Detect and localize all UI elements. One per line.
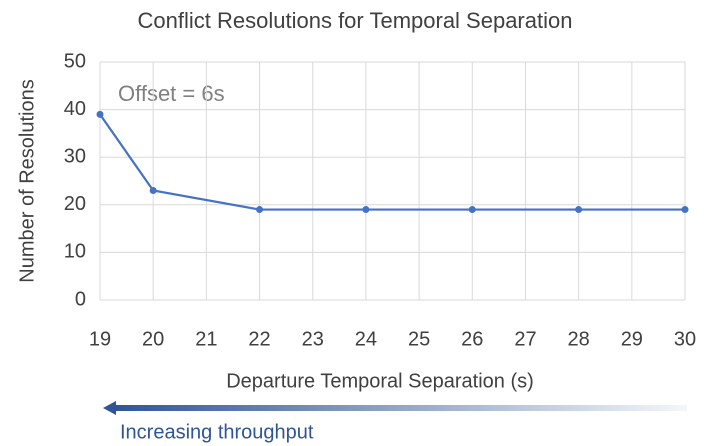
annotation: Offset = 6s — [118, 81, 225, 106]
x-tick-label: 26 — [461, 328, 483, 350]
y-tick-label: 0 — [75, 288, 86, 310]
x-tick-label: 24 — [355, 328, 377, 350]
arrow-head — [103, 401, 116, 415]
x-tick-label: 23 — [302, 328, 324, 350]
chart-title: Conflict Resolutions for Temporal Separa… — [138, 8, 573, 33]
y-tick-label: 20 — [64, 193, 86, 215]
arrow-label: Increasing throughput — [120, 421, 314, 443]
y-tick-label: 40 — [64, 98, 86, 120]
series-line — [99, 113, 685, 211]
x-tick-label: 30 — [674, 328, 696, 350]
data-point — [681, 206, 689, 214]
throughput-arrow — [112, 405, 687, 411]
x-tick-label: 22 — [248, 328, 270, 350]
x-tick-label: 20 — [142, 328, 164, 350]
data-point — [149, 187, 157, 195]
y-axis-label: Number of Resolutions — [16, 79, 38, 282]
data-point — [96, 110, 104, 118]
x-tick-label: 21 — [195, 328, 217, 350]
x-axis-label: Departure Temporal Separation (s) — [226, 370, 534, 392]
y-tick-label: 10 — [64, 241, 86, 263]
x-tick-label: 27 — [514, 328, 536, 350]
data-point — [256, 206, 264, 214]
x-tick-label: 19 — [89, 328, 111, 350]
data-point — [575, 206, 583, 214]
x-tick-label: 28 — [568, 328, 590, 350]
data-point — [468, 206, 476, 214]
y-tick-label: 30 — [64, 145, 86, 167]
data-point — [362, 206, 370, 214]
x-tick-label: 29 — [621, 328, 643, 350]
y-tick-label: 50 — [64, 50, 86, 72]
x-tick-label: 25 — [408, 328, 430, 350]
